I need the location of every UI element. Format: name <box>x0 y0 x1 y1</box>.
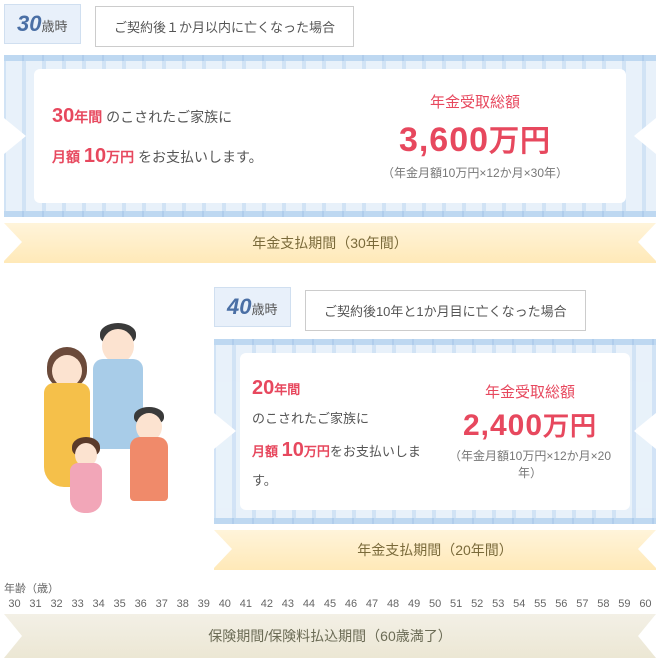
monthly-prefix: 月額 <box>252 444 282 459</box>
years-label: 年間 <box>274 382 300 397</box>
case2-section: 40歳時 ご契約後10年と1か月目に亡くなった場合 20年間 のこされたご家族に… <box>4 287 656 570</box>
arrow-right-icon <box>634 118 656 154</box>
axis-tick: 40 <box>214 598 235 610</box>
monthly-unit: 万円 <box>304 444 330 459</box>
total-label: 年金受取総額 <box>342 91 608 112</box>
axis-tick: 52 <box>467 598 488 610</box>
years-num: 20 <box>252 377 274 399</box>
axis-tick: 60 <box>635 598 656 610</box>
axis-tick: 56 <box>551 598 572 610</box>
axis-tick: 34 <box>88 598 109 610</box>
monthly-num: 10 <box>282 439 304 461</box>
calc-note: （年金月額10万円×12か月×30年） <box>342 164 608 181</box>
axis-tick: 30 <box>4 598 25 610</box>
monthly-suffix: をお支払いします。 <box>134 149 263 165</box>
payout-panel-2: 20年間 のこされたご家族に 月額 10万円をお支払いします。 年金受取総額 2… <box>240 353 630 510</box>
axis-tick: 49 <box>404 598 425 610</box>
period-bar-1: 年金支払期間（30年間） <box>4 223 656 263</box>
axis-tick: 42 <box>256 598 277 610</box>
payout-panel-1: 30年間 のこされたご家族に 月額 10万円 をお支払いします。 年金受取総額 … <box>34 69 626 203</box>
axis-tick: 48 <box>383 598 404 610</box>
axis-tick: 57 <box>572 598 593 610</box>
family-text: のこされたご家族に <box>102 109 232 125</box>
axis-tick: 55 <box>530 598 551 610</box>
axis-tick: 31 <box>25 598 46 610</box>
arrow-left-icon <box>214 413 236 449</box>
axis-tick: 43 <box>277 598 298 610</box>
condition-box-1: ご契約後１か月以内に亡くなった場合 <box>95 6 354 47</box>
age-suffix: 歳時 <box>41 19 67 34</box>
axis-tick: 47 <box>362 598 383 610</box>
case2-right: 40歳時 ご契約後10年と1か月目に亡くなった場合 20年間 のこされたご家族に… <box>214 287 656 570</box>
axis-tick: 41 <box>235 598 256 610</box>
years-label: 年間 <box>74 109 102 125</box>
monthly-unit: 万円 <box>106 149 134 165</box>
axis-tick: 39 <box>193 598 214 610</box>
payout-description: 30年間 のこされたご家族に 月額 10万円 をお支払いします。 <box>52 96 318 176</box>
axis-tick: 36 <box>130 598 151 610</box>
coins-band-2: 20年間 のこされたご家族に 月額 10万円をお支払いします。 年金受取総額 2… <box>214 339 656 524</box>
arrow-right-icon <box>634 413 656 449</box>
payout-total: 年金受取総額 2,400万円 （年金月額10万円×12か月×20年） <box>442 381 618 481</box>
axis-tick: 45 <box>319 598 340 610</box>
axis-tick: 37 <box>151 598 172 610</box>
total-amount: 2,400万円 <box>442 406 618 443</box>
axis-tick: 58 <box>593 598 614 610</box>
case1-header: 30歳時 ご契約後１か月以内に亡くなった場合 <box>4 4 656 47</box>
payout-description: 20年間 のこされたご家族に 月額 10万円をお支払いします。 <box>252 369 428 494</box>
years-num: 30 <box>52 105 74 127</box>
axis-tick: 54 <box>509 598 530 610</box>
total-label: 年金受取総額 <box>442 381 618 402</box>
coins-band-1: 30年間 のこされたご家族に 月額 10万円 をお支払いします。 年金受取総額 … <box>4 55 656 217</box>
age-suffix: 歳時 <box>251 302 277 317</box>
condition-box-2: ご契約後10年と1か月目に亡くなった場合 <box>305 290 586 331</box>
axis-tick: 50 <box>425 598 446 610</box>
monthly-num: 10 <box>84 145 106 167</box>
family-text: のこされたご家族に <box>252 411 369 426</box>
case2-header: 40歳時 ご契約後10年と1か月目に亡くなった場合 <box>214 287 656 330</box>
period-bar-2: 年金支払期間（20年間） <box>214 530 656 570</box>
family-illustration-col <box>4 287 214 570</box>
family-illustration <box>24 317 194 517</box>
axis-tick: 38 <box>172 598 193 610</box>
age-number: 30 <box>17 11 41 36</box>
axis-tick: 53 <box>488 598 509 610</box>
arrow-left-icon <box>4 118 26 154</box>
full-period-bar: 保険期間/保険料払込期間（60歳満了） <box>4 614 656 658</box>
axis-tick: 33 <box>67 598 88 610</box>
axis-tick: 44 <box>298 598 319 610</box>
axis-tick: 32 <box>46 598 67 610</box>
axis-tick: 35 <box>109 598 130 610</box>
calc-note: （年金月額10万円×12か月×20年） <box>442 447 618 481</box>
payout-total: 年金受取総額 3,600万円 （年金月額10万円×12か月×30年） <box>342 91 608 181</box>
age-number: 40 <box>227 294 251 319</box>
axis-label: 年齢（歳） <box>4 580 656 596</box>
axis-tick: 51 <box>446 598 467 610</box>
axis-tick: 46 <box>341 598 362 610</box>
total-amount: 3,600万円 <box>342 116 608 160</box>
monthly-prefix: 月額 <box>52 149 84 165</box>
age-badge-30: 30歳時 <box>4 4 81 44</box>
age-badge-40: 40歳時 <box>214 287 291 327</box>
axis-tick: 59 <box>614 598 635 610</box>
age-axis: 3031323334353637383940414243444546474849… <box>4 598 656 610</box>
